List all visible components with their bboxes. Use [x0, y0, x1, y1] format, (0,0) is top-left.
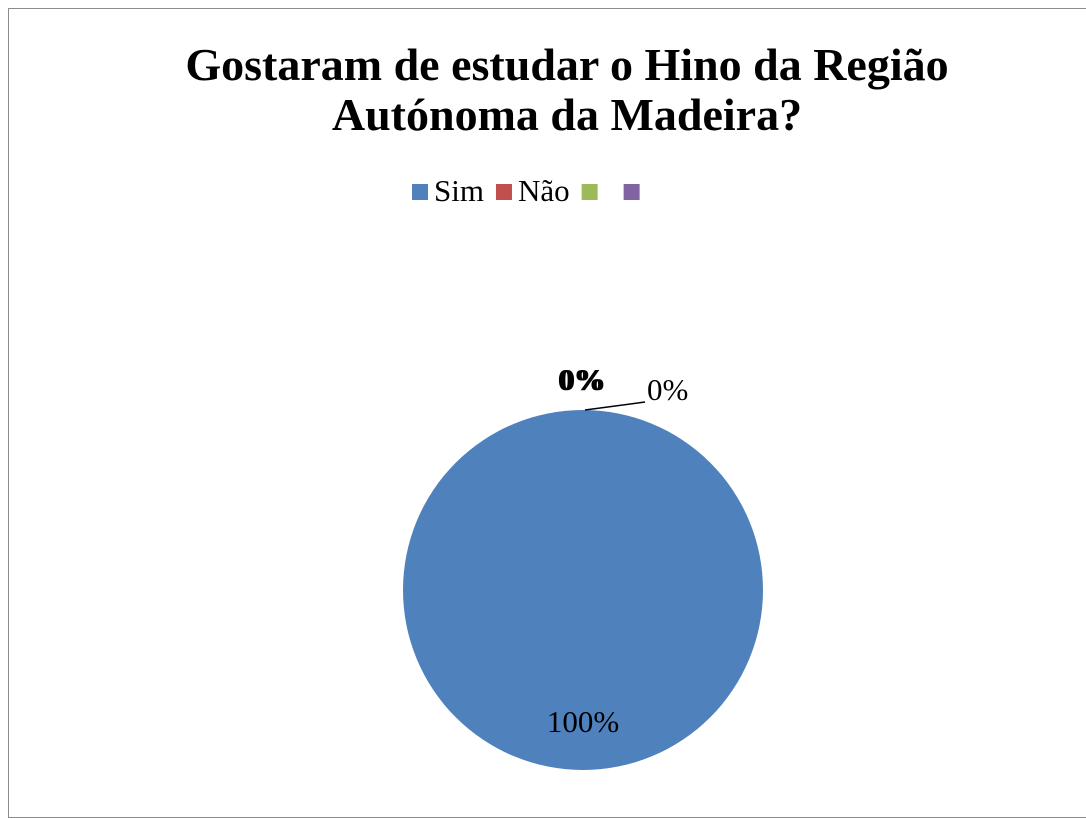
legend-swatch	[495, 184, 512, 200]
legend-swatch	[623, 184, 640, 200]
data-label: 100%	[547, 704, 619, 739]
data-label: 0%	[560, 362, 607, 397]
legend-swatch	[412, 184, 428, 200]
legend-label: Sim	[434, 173, 484, 208]
pie-slice	[403, 410, 763, 770]
chart-title: Gostaram de estudar o Hino da Região Aut…	[185, 39, 949, 140]
leader-line	[584, 401, 646, 411]
data-label: 0%	[558, 362, 605, 397]
data-label: 0%	[647, 372, 688, 407]
legend-swatch	[581, 184, 598, 200]
legend-label: Não	[518, 173, 570, 208]
